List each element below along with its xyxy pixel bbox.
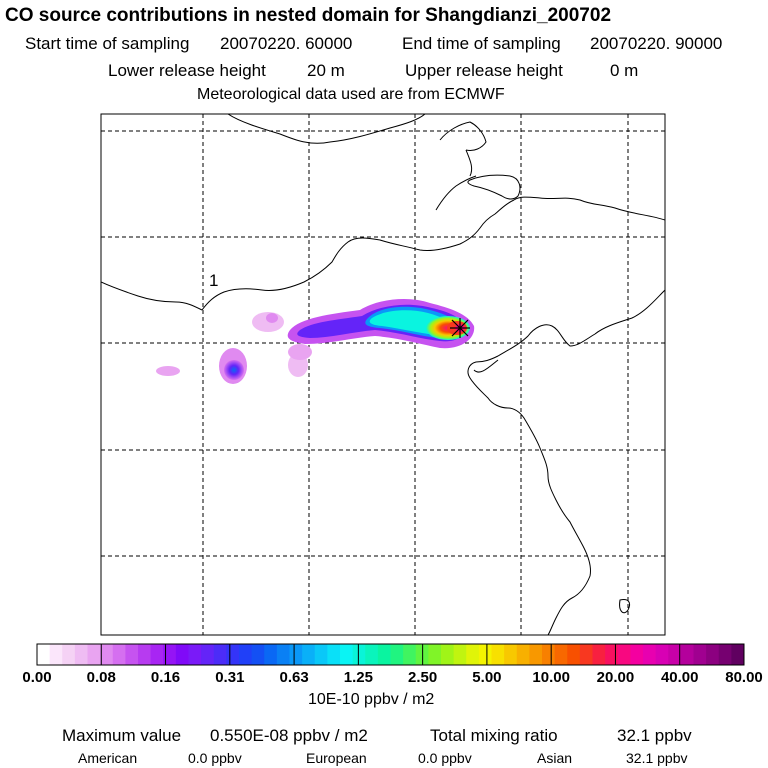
colorbar-tick-label: 0.08 <box>86 669 116 686</box>
colorbar-swatch <box>302 644 316 665</box>
colorbar-swatch <box>251 644 265 665</box>
colorbar-swatch <box>680 644 694 665</box>
colorbar-tick-label: 20.00 <box>596 669 635 686</box>
total-mixing-value: 32.1 ppbv <box>617 726 692 745</box>
colorbar-tick-label: 0.63 <box>279 669 309 686</box>
asian-label: Asian <box>537 750 573 766</box>
start-time-value: 20070220. 60000 <box>220 34 353 53</box>
colorbar-swatch <box>150 644 164 665</box>
colorbar-swatch <box>554 644 568 665</box>
colorbar-swatch <box>390 644 404 665</box>
colorbar-swatch <box>504 644 518 665</box>
colorbar-swatch <box>377 644 391 665</box>
colorbar-swatch <box>617 644 631 665</box>
colorbar-swatch <box>668 644 682 665</box>
colorbar-swatch <box>352 644 366 665</box>
colorbar-swatch <box>630 644 644 665</box>
receptor-star-icon <box>450 318 470 338</box>
colorbar-swatch <box>213 644 227 665</box>
colorbar-swatch <box>731 644 745 665</box>
contour-label: 1 <box>209 271 218 290</box>
lower-release-value: 20 m <box>307 61 345 80</box>
max-value: 0.550E-08 ppbv / m2 <box>210 726 368 745</box>
colorbar-swatch <box>201 644 215 665</box>
colorbar-swatch <box>542 644 556 665</box>
colorbar-swatch <box>264 644 278 665</box>
colorbar-swatch <box>276 644 290 665</box>
colorbar-swatch <box>37 644 51 665</box>
concentration-plume <box>156 298 475 384</box>
colorbar-tick-label: 1.25 <box>343 669 373 686</box>
colorbar-swatch <box>516 644 530 665</box>
total-mixing-label: Total mixing ratio <box>430 726 558 745</box>
start-time-label: Start time of sampling <box>25 34 190 53</box>
colorbar-swatch <box>62 644 76 665</box>
coastlines <box>101 114 665 635</box>
colorbar-tick-label: 5.00 <box>472 669 502 686</box>
end-time-value: 20070220. 90000 <box>590 34 723 53</box>
colorbar-swatch <box>605 644 619 665</box>
colorbar-unit: 10E-10 ppbv / m2 <box>308 691 435 708</box>
colorbar-swatch <box>655 644 669 665</box>
european-label: European <box>306 750 367 766</box>
colorbar-swatch <box>706 644 720 665</box>
colorbar-swatch <box>529 644 543 665</box>
colorbar-tick-label: 0.31 <box>215 669 245 686</box>
european-value: 0.0 ppbv <box>418 750 472 766</box>
colorbar-swatch <box>441 644 455 665</box>
colorbar-swatch <box>567 644 581 665</box>
colorbar-tick-label: 2.50 <box>408 669 438 686</box>
met-data-note: Meteorological data used are from ECMWF <box>197 86 505 103</box>
american-value: 0.0 ppbv <box>188 750 242 766</box>
colorbar-swatch <box>138 644 152 665</box>
graticule <box>101 114 665 635</box>
upper-release-label: Upper release height <box>405 61 563 80</box>
colorbar-swatch <box>87 644 101 665</box>
colorbar-swatch <box>125 644 139 665</box>
end-time-label: End time of sampling <box>402 34 561 53</box>
colorbar-swatch <box>327 644 341 665</box>
colorbar-swatch <box>466 644 480 665</box>
colorbar-swatch <box>49 644 63 665</box>
upper-release-value: 0 m <box>610 61 639 80</box>
american-label: American <box>78 750 138 766</box>
colorbar-swatch <box>175 644 189 665</box>
colorbar-swatch <box>453 644 467 665</box>
colorbar-tick-label: 0.00 <box>22 669 52 686</box>
colorbar-swatch <box>226 644 240 665</box>
colorbar-swatch <box>188 644 202 665</box>
colorbar-swatch <box>579 644 593 665</box>
map-frame <box>100 113 666 636</box>
colorbar-swatch <box>592 644 606 665</box>
plot-title: CO source contributions in nested domain… <box>5 5 612 26</box>
colorbar-swatch <box>643 644 657 665</box>
colorbar-swatch <box>478 644 492 665</box>
colorbar-tick-label: 80.00 <box>725 669 763 686</box>
colorbar-swatch <box>112 644 126 665</box>
colorbar-swatch <box>403 644 417 665</box>
colorbar-border <box>36 643 745 666</box>
colorbar-swatch <box>163 644 177 665</box>
colorbar-swatch <box>693 644 707 665</box>
asian-value: 32.1 ppbv <box>626 750 688 766</box>
max-value-label: Maximum value <box>62 726 182 745</box>
colorbar <box>36 643 745 666</box>
colorbar-swatch <box>365 644 379 665</box>
colorbar-swatch <box>289 644 303 665</box>
colorbar-tick-label: 0.16 <box>150 669 181 686</box>
colorbar-tick-label: 10.00 <box>532 669 570 686</box>
colorbar-swatch <box>74 644 88 665</box>
colorbar-swatch <box>314 644 328 665</box>
colorbar-swatch <box>239 644 253 665</box>
colorbar-swatch <box>491 644 505 665</box>
colorbar-swatch <box>340 644 354 665</box>
colorbar-swatch <box>718 644 732 665</box>
colorbar-swatch <box>100 644 114 665</box>
lower-release-label: Lower release height <box>108 61 266 80</box>
colorbar-swatch <box>428 644 442 665</box>
colorbar-tick-label: 40.00 <box>660 669 699 686</box>
